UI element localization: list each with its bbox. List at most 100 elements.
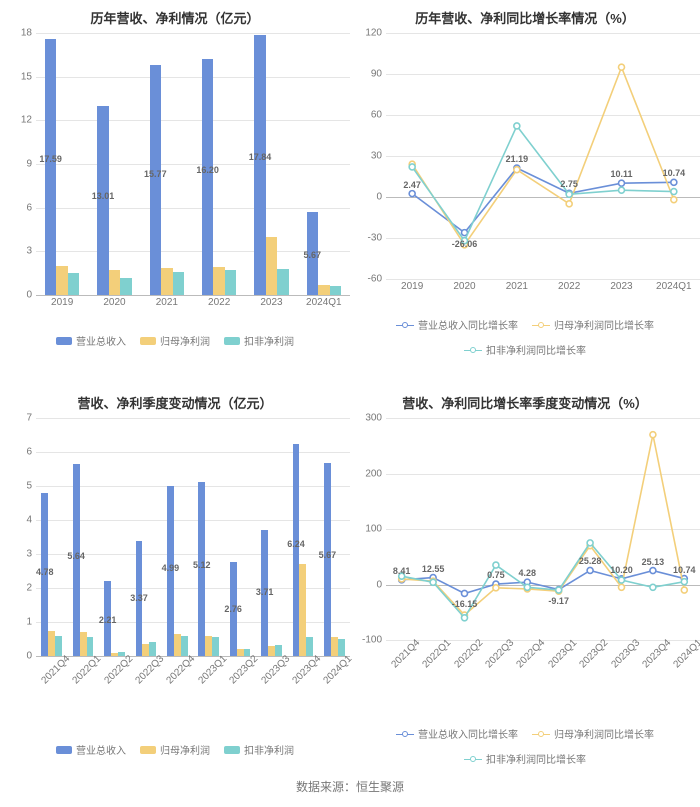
y-axis: -60-300306090120 (356, 33, 386, 279)
y-tick-label: 60 (371, 110, 382, 121)
legend-item: 归母净利润 (140, 742, 210, 757)
y-axis: -1000100200300 (356, 418, 386, 640)
legend-swatch (532, 320, 550, 330)
chart-area: -60-3003060901202.47-26.0621.192.7510.11… (356, 33, 694, 297)
line-marker (566, 191, 572, 197)
x-tick-label: 2021 (506, 281, 528, 292)
x-tick-label: 2022Q2 (102, 653, 135, 686)
line-marker (681, 579, 687, 585)
bar (330, 286, 342, 295)
gridline (36, 208, 350, 209)
line-marker (619, 64, 625, 70)
y-tick-label: 0 (376, 192, 382, 203)
gridline (36, 520, 350, 521)
bar (45, 39, 57, 295)
bar (68, 273, 80, 295)
line-marker (566, 201, 572, 207)
legend-swatch (532, 729, 550, 739)
bar (87, 637, 94, 656)
x-tick-label: 2022 (208, 297, 230, 308)
gridline (36, 77, 350, 78)
y-tick-label: 6 (26, 447, 32, 458)
x-tick-label: 2022Q4 (515, 637, 548, 670)
legend-label: 归母净利润 (160, 742, 210, 757)
bar (268, 646, 275, 656)
legend-item: 归母净利润 (140, 333, 210, 348)
line-marker (493, 562, 499, 568)
bar (212, 637, 219, 656)
line-value-label: 21.19 (506, 154, 529, 164)
bar (266, 237, 278, 295)
y-tick-label: 200 (365, 468, 382, 479)
chart-title: 营收、净利季度变动情况（亿元） (6, 393, 344, 412)
line-value-label: 0.75 (487, 570, 505, 580)
legend: 营业总收入同比增长率归母净利润同比增长率扣非净利润同比增长率 (356, 726, 694, 766)
bar-value-label: 3.71 (256, 587, 274, 597)
panel-quarterly-revenue: 营收、净利季度变动情况（亿元）012345674.785.642.213.374… (0, 385, 350, 770)
bar (237, 649, 244, 656)
bar-value-label: 17.84 (249, 152, 272, 162)
y-tick-label: 100 (365, 524, 382, 535)
x-tick-label: 2022Q4 (165, 653, 198, 686)
line-value-label: 12.55 (422, 564, 445, 574)
bar (338, 639, 345, 656)
line-marker (650, 432, 656, 438)
bar-value-label: 5.64 (67, 551, 85, 561)
x-tick-label: 2021Q4 (39, 653, 72, 686)
chart-area: -10001002003008.4112.55-16.150.754.28-9.… (356, 418, 694, 682)
x-tick-label: 2024Q1 (656, 281, 692, 292)
line-marker (619, 584, 625, 590)
line-marker (619, 577, 625, 583)
line-value-label: -16.15 (452, 599, 478, 609)
line-marker (671, 189, 677, 195)
bar-value-label: 6.24 (287, 539, 305, 549)
panel-annual-revenue: 历年营收、净利情况（亿元）036912151817.5913.0115.7716… (0, 0, 350, 385)
y-tick-label: 18 (21, 28, 32, 39)
line-marker (514, 167, 520, 173)
legend-label: 扣非净利润 (244, 742, 294, 757)
line-svg (386, 418, 700, 640)
bar (48, 631, 55, 657)
bar (161, 268, 173, 295)
legend-label: 归母净利润同比增长率 (554, 726, 654, 741)
line-series (412, 67, 674, 245)
y-tick-label: 0 (26, 290, 32, 301)
legend-item: 营业总收入 (56, 333, 126, 348)
y-axis: 01234567 (6, 418, 36, 656)
bar-value-label: 2.76 (224, 604, 242, 614)
bar (299, 564, 306, 656)
y-tick-label: 1 (26, 617, 32, 628)
y-tick-label: -100 (362, 635, 382, 646)
line-marker (619, 180, 625, 186)
legend: 营业总收入 归母净利润 扣非净利润 (6, 742, 344, 757)
line-series (402, 543, 685, 618)
chart-title: 营收、净利同比增长率季度变动情况（%） (356, 393, 694, 412)
bar-value-label: 17.59 (39, 154, 62, 164)
line-value-label: -9.17 (548, 596, 569, 606)
bar (150, 65, 162, 295)
x-tick-label: 2024Q1 (672, 637, 700, 670)
y-tick-label: 7 (26, 413, 32, 424)
y-tick-label: 6 (26, 202, 32, 213)
gridline (36, 295, 350, 296)
y-tick-label: 0 (26, 651, 32, 662)
x-tick-label: 2023 (610, 281, 632, 292)
line-value-label: 10.74 (673, 565, 696, 575)
x-tick-label: 2022Q3 (483, 637, 516, 670)
y-tick-label: 300 (365, 413, 382, 424)
data-source-label: 数据来源：恒生聚源 (0, 770, 700, 807)
line-marker (514, 123, 520, 129)
y-tick-label: 15 (21, 71, 32, 82)
plot-area: 2.47-26.0621.192.7510.1110.74 (386, 33, 700, 279)
x-tick-label: 2023Q4 (640, 637, 673, 670)
x-tick-label: 2023Q1 (546, 637, 579, 670)
bar (254, 35, 266, 295)
legend-label: 扣非净利润 (244, 333, 294, 348)
bar-value-label: 2.21 (99, 615, 117, 625)
gridline (386, 279, 700, 280)
bar-value-label: 5.67 (304, 250, 322, 260)
legend-item: 营业总收入 (56, 742, 126, 757)
bar (55, 636, 62, 656)
legend-label: 归母净利润同比增长率 (554, 317, 654, 332)
x-tick-label: 2023Q2 (228, 653, 261, 686)
